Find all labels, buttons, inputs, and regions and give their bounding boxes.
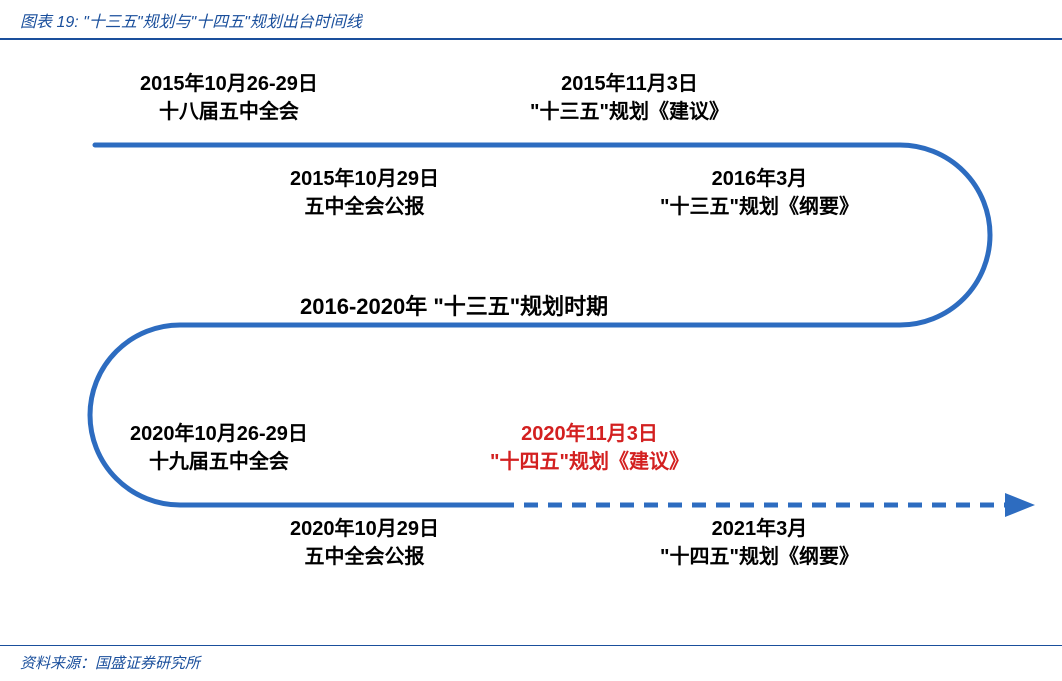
timeline-arrow-head bbox=[1005, 493, 1035, 517]
event-desc: "十四五"规划《纲要》 bbox=[660, 543, 859, 571]
chart-footer: 资料来源：国盛证券研究所 bbox=[0, 645, 1062, 673]
event-2015-proposal: 2015年11月3日 "十三五"规划《建议》 bbox=[530, 70, 729, 126]
event-date: 2020年10月29日 bbox=[290, 515, 439, 543]
event-2015-plenum: 2015年10月26-29日 十八届五中全会 bbox=[140, 70, 318, 126]
event-2020-plenum: 2020年10月26-29日 十九届五中全会 bbox=[130, 420, 308, 476]
event-date: 2020年11月3日 bbox=[490, 420, 689, 448]
event-2015-communique: 2015年10月29日 五中全会公报 bbox=[290, 165, 439, 221]
event-desc: "十三五"规划《纲要》 bbox=[660, 193, 859, 221]
event-2020-communique: 2020年10月29日 五中全会公报 bbox=[290, 515, 439, 571]
source-text: 资料来源：国盛证券研究所 bbox=[20, 652, 1042, 673]
event-desc: "十四五"规划《建议》 bbox=[490, 448, 689, 476]
event-2016-outline: 2016年3月 "十三五"规划《纲要》 bbox=[660, 165, 859, 221]
event-date: 2020年10月26-29日 bbox=[130, 420, 308, 448]
event-desc: "十三五"规划《建议》 bbox=[530, 98, 729, 126]
timeline-diagram: 2015年10月26-29日 十八届五中全会 2015年11月3日 "十三五"规… bbox=[0, 50, 1062, 640]
event-desc: 五中全会公报 bbox=[290, 193, 439, 221]
chart-header: 图表 19: "十三五"规划与"十四五"规划出台时间线 bbox=[0, 0, 1062, 40]
event-period-label: 2016-2020年 "十三五"规划时期 bbox=[300, 292, 608, 323]
event-date: 2015年11月3日 bbox=[530, 70, 729, 98]
timeline-svg bbox=[0, 50, 1062, 640]
period-text: 2016-2020年 "十三五"规划时期 bbox=[300, 294, 608, 319]
event-desc: 十八届五中全会 bbox=[140, 98, 318, 126]
event-2021-outline: 2021年3月 "十四五"规划《纲要》 bbox=[660, 515, 859, 571]
event-date: 2015年10月26-29日 bbox=[140, 70, 318, 98]
event-desc: 五中全会公报 bbox=[290, 543, 439, 571]
event-date: 2015年10月29日 bbox=[290, 165, 439, 193]
event-date: 2021年3月 bbox=[660, 515, 859, 543]
event-date: 2016年3月 bbox=[660, 165, 859, 193]
chart-title: 图表 19: "十三五"规划与"十四五"规划出台时间线 bbox=[20, 8, 1042, 32]
event-desc: 十九届五中全会 bbox=[130, 448, 308, 476]
event-2020-proposal-highlight: 2020年11月3日 "十四五"规划《建议》 bbox=[490, 420, 689, 476]
